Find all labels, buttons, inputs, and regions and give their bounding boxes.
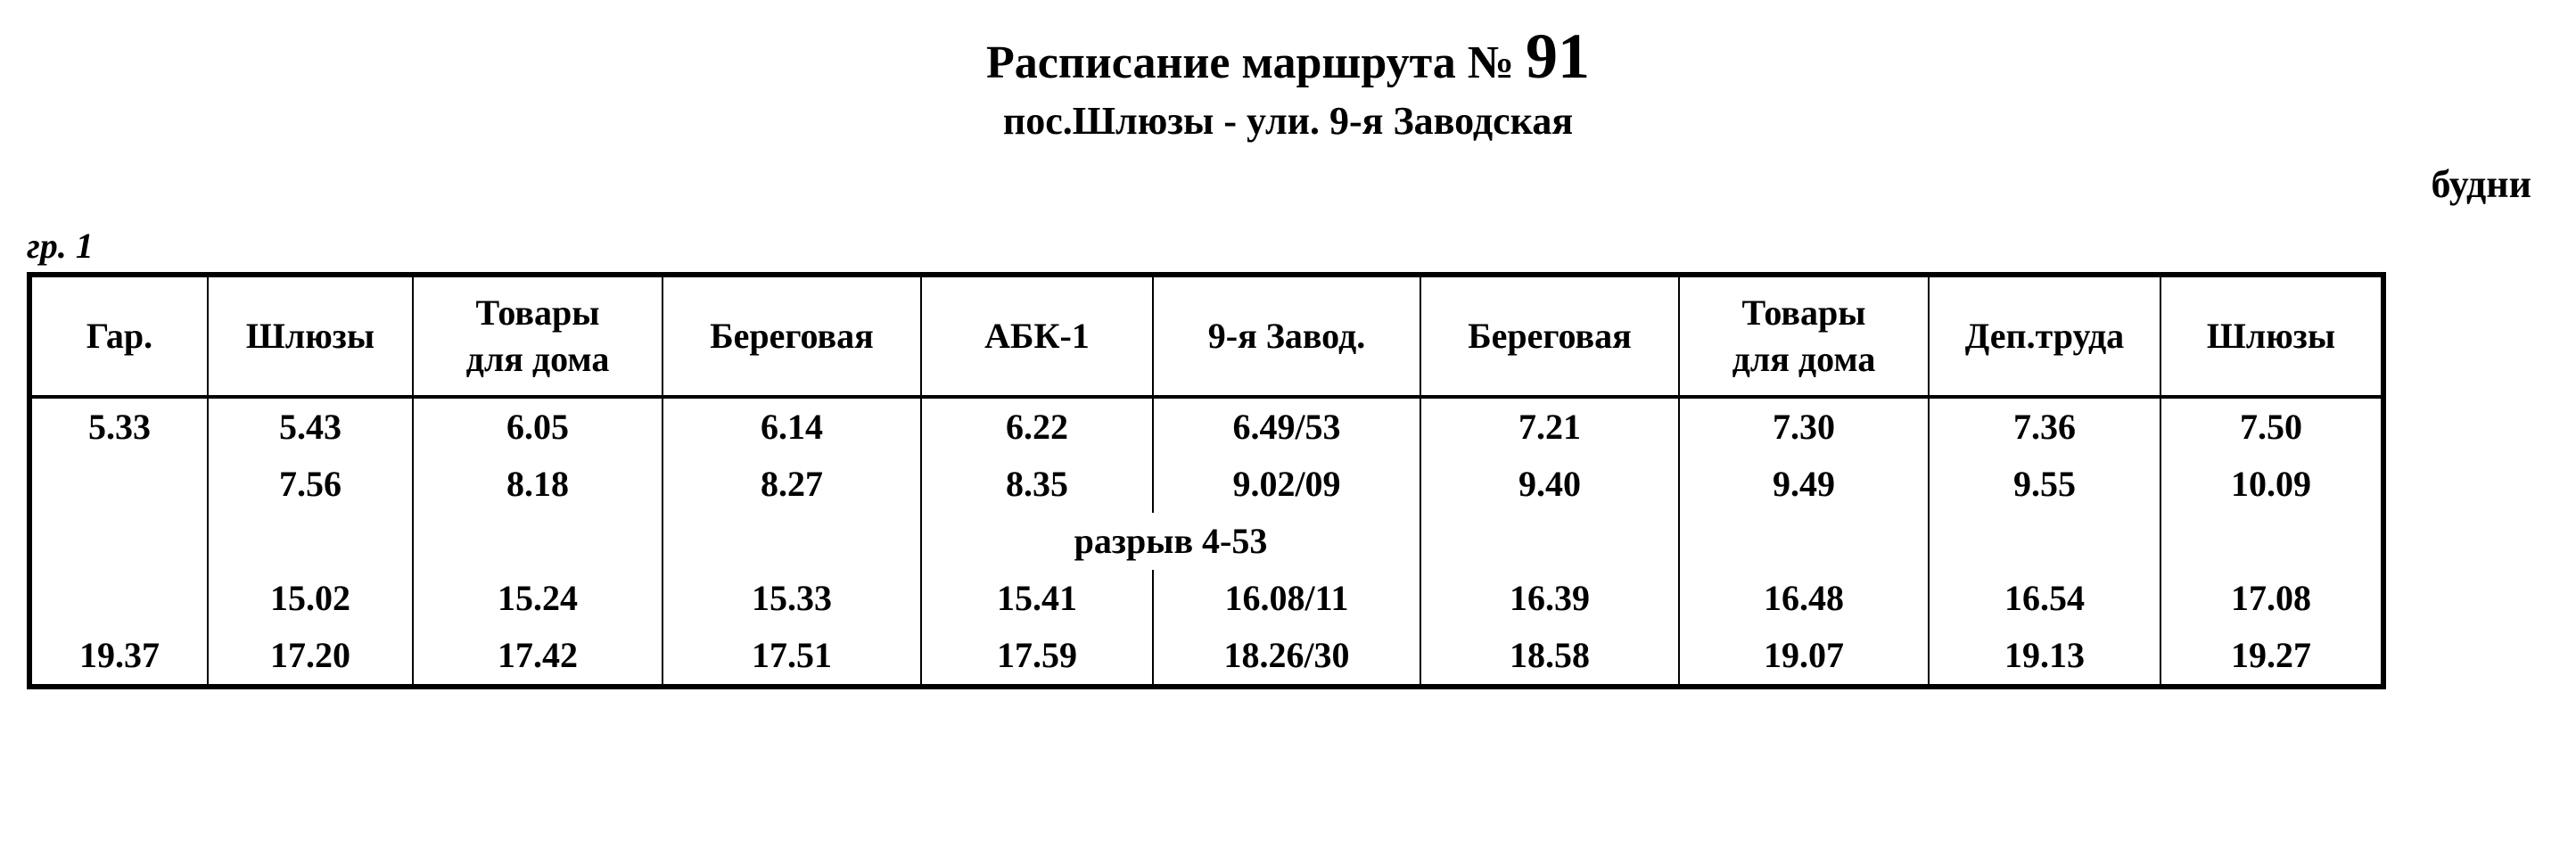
break-text: разрыв 4-53 — [921, 513, 1420, 570]
cell: 6.22 — [921, 397, 1153, 456]
table-row: 15.02 15.24 15.33 15.41 16.08/11 16.39 1… — [29, 570, 2383, 627]
col-header: Шлюзы — [208, 275, 413, 397]
cell: 18.26/30 — [1153, 627, 1420, 687]
cell: 19.07 — [1679, 627, 1929, 687]
cell: 19.37 — [29, 627, 208, 687]
cell: 17.20 — [208, 627, 413, 687]
cell: 5.33 — [29, 397, 208, 456]
group-label: гр. 1 — [27, 225, 2549, 267]
cell: 7.36 — [1929, 397, 2160, 456]
cell — [29, 570, 208, 627]
break-row: разрыв 4-53 — [29, 513, 2383, 570]
cell: 17.51 — [663, 627, 921, 687]
col-header: Товарыдля дома — [413, 275, 663, 397]
page: Расписание маршрута № 91 пос.Шлюзы - ули… — [0, 0, 2576, 725]
table-row: 19.37 17.20 17.42 17.51 17.59 18.26/30 1… — [29, 627, 2383, 687]
cell-empty — [1679, 513, 1929, 570]
col-header: 9-я Завод. — [1153, 275, 1420, 397]
cell-empty — [413, 513, 663, 570]
col-header: Береговая — [663, 275, 921, 397]
cell: 15.24 — [413, 570, 663, 627]
table-row: 5.33 5.43 6.05 6.14 6.22 6.49/53 7.21 7.… — [29, 397, 2383, 456]
title-prefix: Расписание маршрута № — [986, 37, 1526, 88]
col-header: Товарыдля дома — [1679, 275, 1929, 397]
cell: 15.41 — [921, 570, 1153, 627]
cell: 8.27 — [663, 456, 921, 513]
cell: 15.33 — [663, 570, 921, 627]
cell: 9.49 — [1679, 456, 1929, 513]
cell: 16.39 — [1420, 570, 1679, 627]
title-block: Расписание маршрута № 91 пос.Шлюзы - ули… — [27, 18, 2549, 144]
cell: 9.40 — [1420, 456, 1679, 513]
cell-empty — [2160, 513, 2383, 570]
cell: 7.21 — [1420, 397, 1679, 456]
cell-empty — [208, 513, 413, 570]
cell: 5.43 — [208, 397, 413, 456]
cell-empty — [663, 513, 921, 570]
cell: 7.56 — [208, 456, 413, 513]
cell: 19.27 — [2160, 627, 2383, 687]
header-row: Гар. Шлюзы Товарыдля дома Береговая АБК-… — [29, 275, 2383, 397]
cell — [29, 456, 208, 513]
cell: 19.13 — [1929, 627, 2160, 687]
schedule-table: Гар. Шлюзы Товарыдля дома Береговая АБК-… — [27, 272, 2386, 689]
table-head: Гар. Шлюзы Товарыдля дома Береговая АБК-… — [29, 275, 2383, 397]
cell-empty — [1420, 513, 1679, 570]
cell: 9.02/09 — [1153, 456, 1420, 513]
cell: 17.59 — [921, 627, 1153, 687]
cell: 6.49/53 — [1153, 397, 1420, 456]
table-body: 5.33 5.43 6.05 6.14 6.22 6.49/53 7.21 7.… — [29, 397, 2383, 687]
col-header: АБК-1 — [921, 275, 1153, 397]
cell: 18.58 — [1420, 627, 1679, 687]
cell: 7.50 — [2160, 397, 2383, 456]
cell: 8.35 — [921, 456, 1153, 513]
table-row: 7.56 8.18 8.27 8.35 9.02/09 9.40 9.49 9.… — [29, 456, 2383, 513]
cell: 9.55 — [1929, 456, 2160, 513]
col-header: Береговая — [1420, 275, 1679, 397]
cell: 6.05 — [413, 397, 663, 456]
cell: 7.30 — [1679, 397, 1929, 456]
cell: 16.48 — [1679, 570, 1929, 627]
cell: 17.42 — [413, 627, 663, 687]
route-number: 91 — [1526, 21, 1590, 92]
cell: 8.18 — [413, 456, 663, 513]
cell: 10.09 — [2160, 456, 2383, 513]
day-label: будни — [27, 161, 2549, 207]
col-header: Деп.труда — [1929, 275, 2160, 397]
cell-empty — [29, 513, 208, 570]
col-header: Гар. — [29, 275, 208, 397]
title-subtitle: пос.Шлюзы - ули. 9-я Заводская — [27, 98, 2549, 144]
cell-empty — [1929, 513, 2160, 570]
title-main: Расписание маршрута № 91 — [27, 18, 2549, 95]
cell: 15.02 — [208, 570, 413, 627]
cell: 16.08/11 — [1153, 570, 1420, 627]
col-header: Шлюзы — [2160, 275, 2383, 397]
cell: 6.14 — [663, 397, 921, 456]
cell: 17.08 — [2160, 570, 2383, 627]
cell: 16.54 — [1929, 570, 2160, 627]
